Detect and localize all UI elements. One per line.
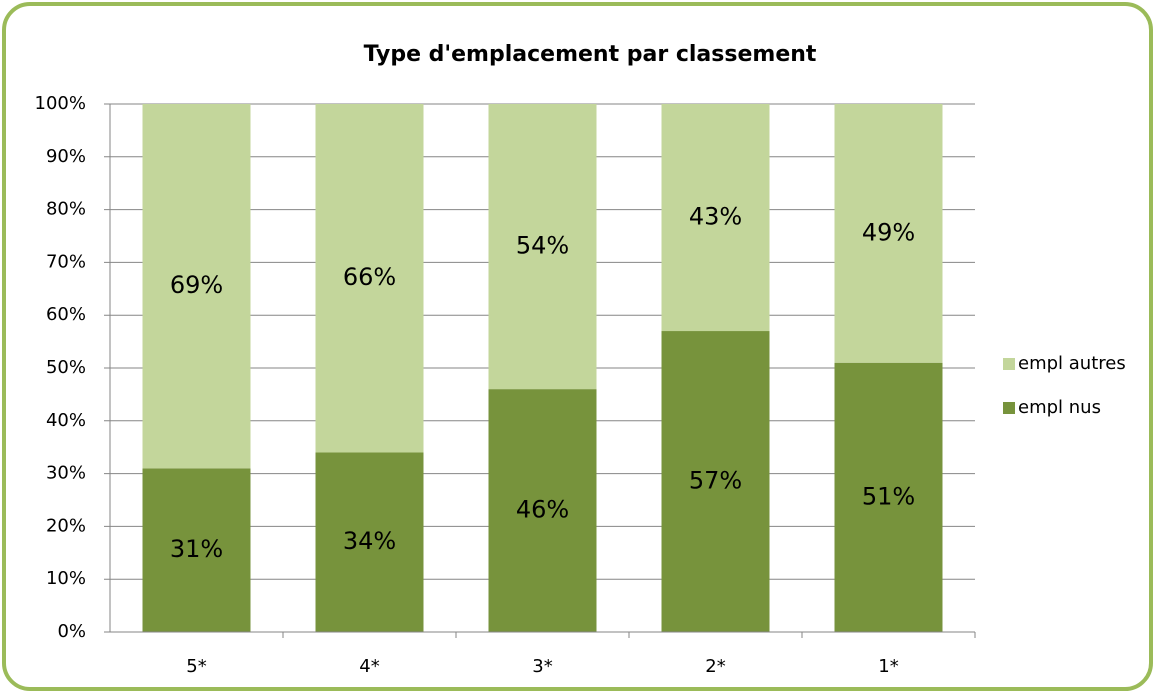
bar-segment bbox=[661, 104, 770, 332]
bar-segment bbox=[488, 104, 597, 390]
y-tick-label: 60% bbox=[46, 304, 86, 325]
data-label: 31% bbox=[170, 535, 223, 563]
x-tick-label: 5* bbox=[186, 656, 206, 677]
bar-segment bbox=[315, 452, 424, 632]
data-label: 66% bbox=[343, 263, 396, 291]
data-label: 57% bbox=[689, 467, 742, 495]
data-label: 51% bbox=[862, 482, 915, 510]
data-label: 43% bbox=[689, 203, 742, 231]
bar-segment bbox=[834, 104, 943, 363]
bar-segment bbox=[142, 468, 251, 632]
legend-swatch bbox=[1003, 402, 1015, 414]
y-tick-label: 80% bbox=[46, 199, 86, 220]
y-tick-label: 0% bbox=[57, 621, 86, 642]
y-tick-label: 90% bbox=[46, 146, 86, 167]
bar-segment bbox=[315, 104, 424, 453]
bar-segment bbox=[142, 104, 251, 469]
y-tick-label: 40% bbox=[46, 410, 86, 431]
y-tick-label: 100% bbox=[35, 93, 86, 114]
chart-title: Type d'emplacement par classement bbox=[364, 42, 817, 67]
data-label: 69% bbox=[170, 271, 223, 299]
x-tick-label: 3* bbox=[532, 656, 552, 677]
y-tick-label: 50% bbox=[46, 357, 86, 378]
x-tick-label: 1* bbox=[878, 656, 898, 677]
data-label: 49% bbox=[862, 218, 915, 246]
bar-segment bbox=[488, 389, 597, 632]
x-tick-label: 2* bbox=[705, 656, 725, 677]
data-label: 46% bbox=[516, 496, 569, 524]
legend-label: empl nus bbox=[1018, 397, 1101, 418]
bar-segment bbox=[834, 362, 943, 632]
legend-swatch bbox=[1003, 358, 1015, 370]
data-label: 54% bbox=[516, 232, 569, 260]
bar-segment bbox=[661, 331, 770, 632]
x-tick-label: 4* bbox=[359, 656, 379, 677]
y-tick-label: 10% bbox=[46, 568, 86, 589]
y-tick-label: 30% bbox=[46, 463, 86, 484]
y-tick-label: 70% bbox=[46, 251, 86, 272]
y-tick-label: 20% bbox=[46, 515, 86, 536]
legend-label: empl autres bbox=[1018, 353, 1126, 374]
data-label: 34% bbox=[343, 527, 396, 555]
